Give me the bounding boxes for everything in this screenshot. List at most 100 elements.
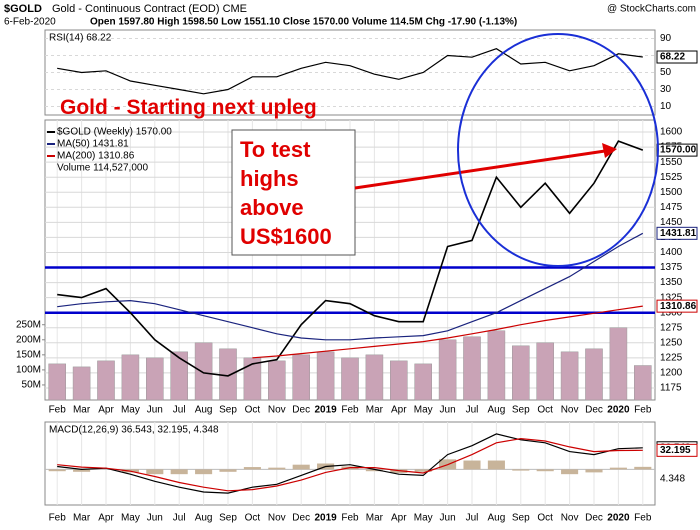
- x-tick-label: Feb: [49, 513, 67, 524]
- x-tick-label: Jul: [173, 513, 186, 524]
- y-tick-label: 1275: [660, 322, 683, 333]
- histogram-bar: [585, 469, 603, 473]
- value-tag: 1431.81: [660, 228, 697, 239]
- x-tick-label: Sep: [512, 513, 530, 524]
- legend-entry: Volume 114,527,000: [57, 163, 148, 174]
- x-tick-label: Dec: [292, 405, 310, 416]
- value-tag: 32.195: [660, 445, 691, 456]
- histogram-bar: [634, 466, 652, 470]
- series-line: [57, 437, 643, 492]
- histogram-bar: [561, 469, 579, 475]
- x-tick-label: Mar: [73, 405, 91, 416]
- date: 6-Feb-2020: [4, 17, 56, 28]
- credit: @ StockCharts.com: [607, 4, 696, 15]
- histogram-bar: [243, 467, 261, 470]
- y-tick-label: 1200: [660, 368, 683, 379]
- quote: Open 1597.80 High 1598.50 Low 1551.10 Cl…: [90, 17, 517, 28]
- volume-bar: [292, 354, 310, 401]
- legend-entry: MA(50) 1431.81: [57, 139, 129, 150]
- volume-bar: [97, 360, 115, 401]
- headline: Gold - Starting next upleg: [60, 96, 317, 119]
- x-tick-label: May: [414, 405, 433, 416]
- series-line: [57, 433, 643, 494]
- x-tick-label: Nov: [268, 405, 286, 416]
- callout-line: highs: [240, 166, 299, 191]
- x-tick-label: Dec: [292, 513, 310, 524]
- y-tick-label: 90: [660, 33, 672, 44]
- x-tick-label: 2020: [607, 513, 630, 524]
- volume-tick-label: 100M: [16, 365, 41, 376]
- volume-bar: [243, 357, 262, 401]
- volume-bar: [341, 357, 359, 401]
- x-tick-label: Jul: [173, 405, 186, 416]
- x-tick-label: Feb: [341, 513, 359, 524]
- x-tick-label: Sep: [219, 405, 237, 416]
- y-tick-label: 10: [660, 101, 672, 112]
- x-tick-label: Feb: [49, 405, 67, 416]
- x-tick-label: Aug: [488, 405, 506, 416]
- volume-bar: [512, 345, 530, 401]
- x-tick-label: Mar: [366, 405, 384, 416]
- callout-line: above: [240, 195, 304, 220]
- volume-bar: [560, 351, 579, 401]
- x-tick-label: Feb: [634, 513, 652, 524]
- callout-box: [231, 129, 356, 256]
- histogram-bar: [536, 469, 554, 472]
- y-tick-label: 1300: [660, 307, 683, 318]
- volume-bar: [487, 330, 506, 401]
- histogram-bar: [195, 469, 213, 475]
- callout-line: US$1600: [240, 224, 332, 249]
- volume-tick-label: 250M: [16, 319, 41, 330]
- x-tick-label: Apr: [391, 513, 407, 524]
- histogram-bar: [463, 460, 481, 470]
- value-tag: 68.22: [660, 52, 685, 63]
- y-tick-label: 1375: [660, 262, 683, 273]
- y-tick-label: 1175: [660, 383, 682, 394]
- callout-line: To test: [240, 137, 311, 162]
- histogram-bar: [512, 469, 530, 471]
- x-tick-label: Apr: [98, 405, 114, 416]
- x-tick-label: Sep: [219, 513, 237, 524]
- series-line: [252, 305, 643, 359]
- x-tick-label: Oct: [537, 405, 553, 416]
- volume-bar: [609, 327, 628, 401]
- histogram-bar: [48, 469, 66, 472]
- volume-bar: [72, 366, 91, 401]
- symbol: $GOLD: [4, 3, 42, 15]
- x-tick-label: May: [121, 513, 140, 524]
- volume-bar: [146, 357, 164, 401]
- y-tick-label: 1350: [660, 277, 683, 288]
- histogram-bar: [292, 464, 310, 470]
- value-tag-box: [656, 299, 698, 313]
- histogram-bar: [73, 469, 91, 472]
- x-tick-label: Aug: [195, 405, 213, 416]
- y-tick-label: 1600: [660, 127, 683, 138]
- value-tag: 1570.00: [660, 145, 697, 156]
- volume-tick-label: 150M: [16, 349, 41, 360]
- x-tick-label: Aug: [195, 513, 213, 524]
- histogram-bar: [146, 469, 164, 475]
- x-tick-label: Oct: [537, 513, 553, 524]
- histogram-bar: [219, 469, 237, 472]
- volume-bar: [414, 363, 432, 401]
- y-tick-label: 1475: [660, 202, 683, 213]
- volume-bar: [48, 363, 66, 401]
- volume-bar: [365, 354, 384, 401]
- x-tick-label: May: [121, 405, 140, 416]
- x-tick-label: Jul: [466, 513, 479, 524]
- value-tag-box: [656, 50, 698, 64]
- x-tick-label: Mar: [366, 513, 384, 524]
- x-tick-label: Oct: [245, 513, 261, 524]
- volume-bar: [316, 351, 335, 401]
- y-tick-label: 1525: [660, 172, 683, 183]
- volume-bar: [634, 365, 652, 401]
- value-tag: 4.348: [660, 473, 685, 484]
- x-tick-label: 2019: [314, 405, 337, 416]
- histogram-bar: [609, 467, 627, 470]
- histogram-bar: [268, 467, 286, 470]
- y-tick-label: 1250: [660, 337, 683, 348]
- histogram-bar: [170, 469, 188, 475]
- panel-title: MACD(12,26,9) 36.543, 32.195, 4.348: [49, 425, 219, 436]
- panel-title: RSI(14) 68.22: [49, 33, 112, 44]
